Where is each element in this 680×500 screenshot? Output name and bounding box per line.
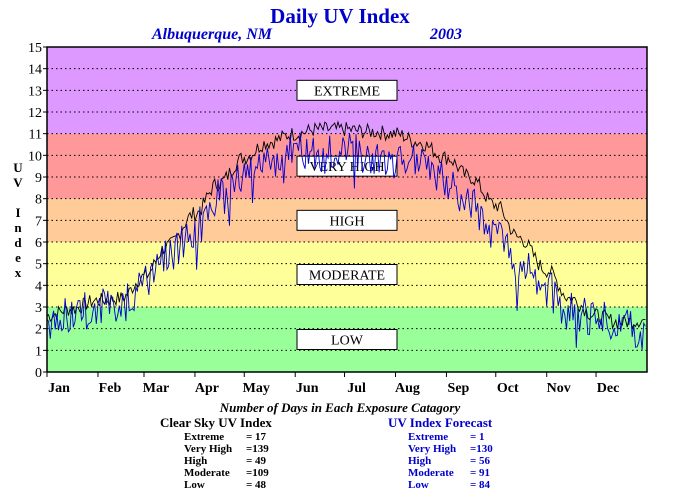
y-tick-label: 15 bbox=[28, 41, 42, 56]
x-tick-label: Feb bbox=[99, 381, 122, 396]
y-tick-label: 12 bbox=[28, 106, 42, 121]
x-tick-label: Dec bbox=[597, 381, 620, 396]
y-tick-label: 11 bbox=[29, 128, 42, 143]
x-tick-label: Oct bbox=[497, 381, 519, 396]
clear-sky-row-moderate: Moderate =109 bbox=[184, 467, 269, 479]
clear-sky-row-low: Low = 48 bbox=[184, 479, 267, 491]
y-tick-label: 7 bbox=[35, 214, 42, 229]
x-tick-label: Aug bbox=[395, 381, 420, 396]
clear-sky-table: Clear Sky UV Index Extreme = 17 Very High… bbox=[160, 415, 272, 491]
year-label: 2003 bbox=[430, 26, 462, 43]
counts-title: Number of Days in Each Exposure Catagory bbox=[219, 400, 461, 415]
y-tick-label: 14 bbox=[28, 63, 42, 78]
plot-frame bbox=[46, 46, 648, 373]
svg-text:EXTREME: EXTREME bbox=[314, 84, 380, 99]
clear-sky-row-very-high: Very High =139 bbox=[184, 443, 269, 455]
y-tick-label: 3 bbox=[35, 301, 42, 316]
chart-title: Daily UV Index bbox=[270, 4, 410, 28]
y-tick-label: 0 bbox=[35, 366, 42, 381]
x-tick-label: Jul bbox=[347, 381, 366, 396]
band-label-low: LOW bbox=[296, 329, 398, 350]
forecast-row-low: Low = 84 bbox=[408, 479, 491, 491]
series-line-forecast bbox=[46, 132, 646, 350]
band-label-moderate: MODERATE bbox=[296, 264, 398, 285]
band-label-very-high: VERY HIGH bbox=[296, 155, 398, 177]
forecast-table: UV Index Forecast Extreme = 1 Very High =1… bbox=[388, 415, 493, 491]
forecast-row-very-high: Very High =130 bbox=[408, 443, 493, 455]
x-tick-label: Jun bbox=[296, 381, 319, 396]
x-tick-label: May bbox=[243, 381, 270, 396]
band-label-extreme: EXTREME bbox=[296, 79, 398, 101]
svg-text:MODERATE: MODERATE bbox=[309, 269, 385, 284]
y-tick-label: 1 bbox=[35, 344, 42, 359]
clear-sky-heading: Clear Sky UV Index bbox=[160, 415, 272, 430]
band-label-high: HIGH bbox=[296, 209, 398, 231]
y-tick-label: 5 bbox=[35, 258, 42, 273]
forecast-row-moderate: Moderate = 91 bbox=[408, 467, 491, 479]
x-tick-label: Jan bbox=[48, 381, 70, 396]
x-tick-label: Apr bbox=[195, 381, 219, 396]
clear-sky-row-extreme: Extreme = 17 bbox=[184, 431, 267, 443]
svg-text:LOW: LOW bbox=[331, 334, 364, 349]
clear-sky-row-high: High = 49 bbox=[184, 455, 267, 467]
y-tick-label: 2 bbox=[35, 323, 42, 338]
y-tick-label: 4 bbox=[35, 279, 42, 294]
forecast-heading: UV Index Forecast bbox=[388, 415, 493, 430]
forecast-row-high: High = 56 bbox=[408, 455, 491, 467]
y-tick-label: 9 bbox=[35, 171, 42, 186]
svg-text:VERY HIGH: VERY HIGH bbox=[309, 160, 384, 175]
y-tick-label: 6 bbox=[35, 236, 42, 251]
x-tick-label: Mar bbox=[143, 381, 169, 396]
x-tick-label: Nov bbox=[547, 381, 571, 396]
x-tick-label: Sep bbox=[448, 381, 470, 396]
location-label: Albuquerque, NM bbox=[152, 26, 273, 43]
y-tick-label: 13 bbox=[28, 84, 42, 99]
svg-text:HIGH: HIGH bbox=[330, 214, 365, 229]
y-tick-label: 8 bbox=[35, 193, 42, 208]
forecast-row-extreme: Extreme = 1 bbox=[408, 431, 485, 443]
y-tick-label: 10 bbox=[28, 149, 42, 164]
